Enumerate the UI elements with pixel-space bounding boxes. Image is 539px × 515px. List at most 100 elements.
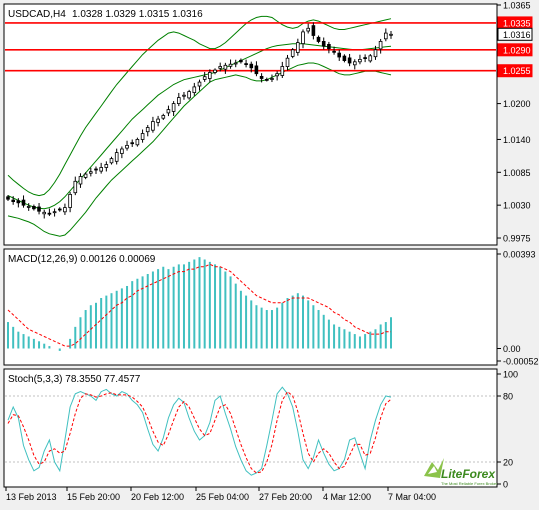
candle-body bbox=[89, 171, 93, 174]
macd-series-group bbox=[7, 257, 392, 351]
candle-body bbox=[109, 158, 114, 164]
candle-body bbox=[140, 133, 145, 140]
candle-body bbox=[389, 33, 393, 36]
candle-body bbox=[197, 81, 202, 87]
macd-signal-line bbox=[7, 263, 391, 347]
candle-body bbox=[270, 78, 274, 80]
stoch-signal-line bbox=[7, 390, 392, 474]
level-price-label-box bbox=[497, 64, 533, 78]
candle-body bbox=[311, 25, 316, 36]
candle-body bbox=[280, 66, 285, 76]
candle-body bbox=[378, 41, 383, 50]
bollinger-upper-line bbox=[7, 15, 392, 197]
stoch-tick-label: 100 bbox=[503, 370, 518, 380]
candle-body bbox=[47, 212, 52, 215]
current-price-label: 1.0316 bbox=[503, 30, 531, 40]
candle-body bbox=[78, 176, 83, 185]
time-tick-label: 13 Feb 2013 bbox=[6, 492, 57, 502]
candle-body bbox=[192, 86, 197, 94]
candle-body bbox=[239, 59, 243, 63]
candle-body bbox=[383, 32, 388, 40]
stoch-main-line bbox=[7, 386, 392, 476]
candle-body bbox=[135, 138, 140, 146]
candle-body bbox=[11, 199, 16, 203]
candle-body bbox=[207, 72, 212, 79]
macd-tick-label: 0.00393 bbox=[503, 250, 536, 260]
macd-tick-label: -0.00052 bbox=[503, 357, 539, 367]
candle-body bbox=[171, 103, 176, 112]
candle-body bbox=[321, 41, 326, 47]
candle-body bbox=[352, 61, 357, 66]
axes-group: 1.0365 1.0316 1.0290 1.0255 1.0200 1.0140 1.00… bbox=[5, 1, 539, 502]
level-price-label-box bbox=[497, 43, 533, 57]
candle-body bbox=[37, 206, 41, 212]
candle-body bbox=[306, 27, 310, 32]
candle-body bbox=[290, 49, 295, 57]
level-price-label: 1.0335 bbox=[503, 18, 531, 28]
candle-body bbox=[63, 207, 67, 213]
current-price-label-box bbox=[497, 27, 533, 41]
candle-body bbox=[358, 59, 362, 63]
time-tick-label: 7 Mar 04:00 bbox=[388, 492, 436, 502]
bollinger-lower-line bbox=[7, 62, 392, 237]
stoch-header: Stoch(5,3,3) 78.3550 77.4577 bbox=[8, 374, 141, 385]
stoch-panel bbox=[3, 368, 498, 488]
candle-body bbox=[26, 205, 31, 208]
logo-leaf-icon bbox=[424, 458, 444, 478]
price-tick-label: 1.0200 bbox=[503, 99, 531, 109]
logo-tagline: The Most Reliable Forex Broker bbox=[441, 481, 498, 486]
candle-body bbox=[16, 200, 21, 204]
candle-body bbox=[166, 109, 171, 114]
candle-body bbox=[176, 97, 181, 104]
candle-body bbox=[316, 36, 321, 42]
price-tick-label: 1.0030 bbox=[503, 201, 531, 211]
level-price-label: 1.0290 bbox=[503, 45, 531, 55]
time-tick-label: 20 Feb 12:00 bbox=[131, 492, 184, 502]
candle-body bbox=[52, 211, 57, 214]
candle-body bbox=[145, 127, 150, 133]
macd-header: MACD(12,26,9) 0.00126 0.00069 bbox=[8, 254, 156, 265]
candle-body bbox=[223, 64, 228, 70]
candle-body bbox=[114, 152, 119, 162]
candle-body bbox=[130, 142, 135, 145]
candle-body bbox=[104, 164, 109, 168]
stoch-tick-label: 20 bbox=[503, 458, 513, 468]
liteforex-logo: LiteForex The Most Reliable Forex Broker bbox=[424, 458, 498, 486]
candle-body bbox=[99, 167, 104, 172]
candle-body bbox=[42, 211, 46, 215]
candle-body bbox=[275, 73, 279, 77]
candle-body bbox=[249, 63, 254, 69]
candle-body bbox=[259, 76, 264, 79]
candle-body bbox=[244, 63, 248, 65]
time-tick-label: 15 Feb 20:00 bbox=[67, 492, 120, 502]
time-tick-label: 4 Mar 12:00 bbox=[323, 492, 371, 502]
candle-body bbox=[332, 50, 336, 53]
candle-body bbox=[213, 69, 217, 73]
level-price-label: 1.0255 bbox=[503, 66, 531, 76]
candle-body bbox=[368, 55, 373, 62]
candle-body bbox=[327, 44, 331, 50]
candle-body bbox=[6, 196, 10, 200]
time-tick-label: 25 Feb 04:00 bbox=[196, 492, 249, 502]
candle-body bbox=[187, 91, 191, 99]
price-series-group bbox=[5, 15, 496, 237]
candle-body bbox=[151, 121, 155, 131]
logo-text: LiteForex bbox=[441, 467, 496, 481]
candle-body bbox=[301, 31, 305, 44]
candle-body bbox=[295, 42, 300, 53]
candle-body bbox=[228, 63, 233, 67]
candle-body bbox=[68, 193, 72, 208]
candle-body bbox=[94, 168, 98, 171]
price-tick-label: 1.0365 bbox=[503, 1, 531, 11]
candle-body bbox=[233, 62, 238, 65]
price-header-symbol: USDCAD,H4 bbox=[8, 9, 66, 20]
candle-body bbox=[32, 205, 36, 210]
price-panel bbox=[3, 3, 498, 246]
price-tick-label: 0.9975 bbox=[503, 234, 531, 244]
candle-body bbox=[73, 180, 78, 194]
macd-tick-label: 0.00 bbox=[503, 344, 521, 354]
price-tick-label: 1.0085 bbox=[503, 168, 531, 178]
candle-body bbox=[156, 118, 160, 123]
candle-body bbox=[218, 66, 223, 69]
